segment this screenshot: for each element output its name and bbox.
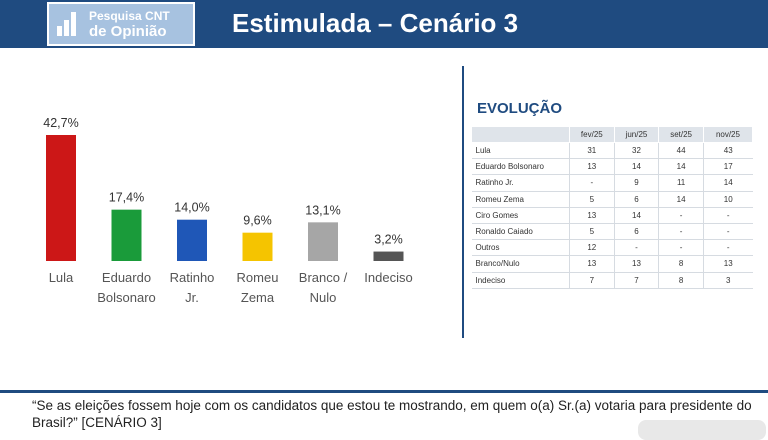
table-row: Indeciso 7 7 8 3 (471, 272, 753, 289)
value-cell: 31 (569, 142, 615, 160)
category-label: Branco / (299, 270, 348, 285)
bar-chart: 42,7% Lula 17,4% Eduardo Bolsonaro 14,0% Ratin… (43, 116, 412, 305)
table-header-blank (471, 126, 570, 143)
value-cell: - (702, 223, 753, 241)
value-cell: 5 (569, 223, 615, 241)
table-row: Romeu Zema 5 6 14 10 (471, 191, 753, 208)
bar (111, 209, 142, 261)
overlay-blur (638, 420, 766, 440)
value-cell: - (658, 239, 704, 257)
category-label: Eduardo (102, 270, 151, 285)
value-cell: 13 (569, 255, 615, 273)
category-label: Romeu (237, 270, 279, 285)
table-column-header: set/25 (658, 126, 704, 143)
footer-divider (0, 390, 768, 393)
value-cell: 44 (658, 142, 704, 160)
value-cell: - (702, 239, 753, 257)
table-row: Lula 31 32 44 43 (471, 142, 753, 160)
table-row: Ciro Gomes 13 14- - (471, 207, 753, 224)
value-cell: 11 (658, 174, 704, 192)
category-label: Lula (49, 270, 74, 285)
row-name-cell: Ronaldo Caiado (471, 223, 570, 241)
row-name-cell: Ratinho Jr. (471, 174, 570, 192)
value-cell: 7 (613, 272, 659, 289)
value-cell: 13 (569, 158, 615, 176)
category-label: Zema (241, 290, 275, 305)
row-name-cell: Ciro Gomes (471, 207, 570, 224)
value-cell: - (658, 207, 704, 224)
bar (177, 219, 207, 261)
row-name-cell: Outros (471, 239, 570, 257)
value-cell: - (702, 207, 753, 224)
category-label: Jr. (185, 290, 199, 305)
row-name-cell: Branco/Nulo (471, 255, 570, 273)
table-column-header: jun/25 (613, 126, 660, 143)
category-label: Nulo (310, 290, 337, 305)
table-row: Branco/Nulo 13 13 8 13 (471, 255, 753, 273)
row-name-cell: Lula (471, 142, 570, 160)
value-cell: 13 (613, 255, 659, 273)
vertical-divider (462, 66, 464, 338)
value-cell: 10 (702, 191, 753, 208)
category-label: Bolsonaro (97, 290, 156, 305)
logo-text-line2: de Opinião (89, 23, 167, 40)
evolution-table: fev/25 jun/25 set/25 nov/25 Lula 31 32 44 43 Edu… (471, 126, 754, 289)
brand-logo: Pesquisa CNT de Opinião (47, 2, 195, 46)
value-cell: 14 (613, 207, 659, 224)
value-cell: 7 (569, 272, 615, 289)
value-cell: 5 (569, 191, 615, 208)
value-cell: 12 (569, 239, 615, 257)
row-name-cell: Indeciso (471, 272, 570, 289)
row-name-cell: Eduardo Bolsonaro (471, 158, 570, 176)
category-label: Indeciso (364, 270, 412, 285)
value-cell: 14 (613, 158, 659, 176)
page-title: Estimulada – Cenário 3 (232, 8, 519, 38)
value-cell: 14 (658, 158, 704, 176)
value-cell: 13 (702, 255, 753, 273)
value-cell: 17 (702, 158, 753, 176)
value-cell: 8 (658, 272, 704, 289)
table-row: Outros 12- - - (471, 239, 753, 257)
evolution-title: EVOLUÇÃO (477, 100, 563, 117)
table-column-header: fev/25 (569, 126, 615, 143)
value-cell: 6 (613, 191, 659, 208)
header-bar: Pesquisa CNT de Opinião Estimulada – Cen… (0, 0, 768, 48)
value-cell: 32 (613, 142, 659, 160)
value-cell: 14 (658, 191, 704, 208)
value-cell: 6 (613, 223, 659, 241)
value-cell: 13 (569, 207, 615, 224)
value-cell: 8 (658, 255, 704, 273)
survey-question: “Se as eleições fossem hoje com os candi… (32, 398, 752, 430)
table-column-header: nov/25 (702, 126, 754, 143)
bar-value-label: 17,4% (109, 191, 144, 205)
bar-value-label: 9,6% (243, 214, 272, 228)
bar (373, 251, 404, 261)
value-cell: 14 (702, 174, 753, 192)
value-cell: - (569, 174, 615, 192)
table-row: Ronaldo Caiado 5 6- - (471, 223, 753, 241)
bar (46, 135, 76, 261)
category-label: Ratinho (170, 270, 215, 285)
bar (242, 232, 273, 261)
value-cell: 43 (702, 142, 753, 160)
value-cell: - (613, 239, 659, 257)
bar-value-label: 42,7% (43, 116, 78, 130)
row-name-cell: Romeu Zema (471, 191, 570, 208)
value-cell: - (658, 223, 704, 241)
logo-text-line1: Pesquisa CNT (89, 9, 170, 23)
value-cell: 3 (702, 272, 753, 289)
value-cell: 9 (613, 174, 659, 192)
table-row: Eduardo Bolsonaro 13 14 14 17 (471, 158, 753, 176)
bar-value-label: 13,1% (305, 203, 340, 217)
bar-chart-icon (57, 12, 83, 36)
table-row: Ratinho Jr. -9 11 14 (471, 174, 753, 192)
bar-value-label: 3,2% (374, 233, 403, 247)
bar (308, 222, 338, 261)
bar-value-label: 14,0% (174, 201, 209, 215)
